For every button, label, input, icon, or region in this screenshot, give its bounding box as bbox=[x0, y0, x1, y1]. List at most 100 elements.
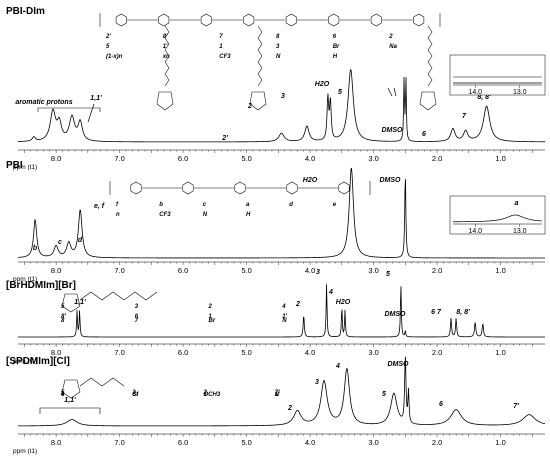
peak-annotation: 7 bbox=[462, 113, 467, 120]
x-tick-label: 4.0 bbox=[305, 266, 315, 275]
molecule-atom-label: 5 bbox=[61, 304, 65, 310]
x-tick-label: 7.0 bbox=[114, 266, 124, 275]
x-tick-label: 3.0 bbox=[368, 348, 378, 357]
peak-annotation: 2 bbox=[287, 405, 292, 412]
peak-annotation: 6 7 bbox=[431, 309, 442, 316]
peak-annotation: 2 bbox=[247, 103, 252, 110]
imidazolium-ring bbox=[419, 91, 437, 111]
inset-box bbox=[449, 195, 546, 235]
peak-annotation: 2' bbox=[221, 135, 228, 142]
molecule-atom-label: 6 bbox=[135, 314, 139, 320]
molecule-atom-label: 3 bbox=[135, 304, 139, 310]
x-tick-label: 8.0 bbox=[51, 348, 61, 357]
peak-annotation: 8, 8' bbox=[477, 94, 491, 101]
x-tick-label: 3.0 bbox=[368, 438, 378, 447]
inset-tick-label: 14.0 bbox=[468, 89, 482, 96]
spectrum-title: [BrHDMIm][Br] bbox=[6, 280, 76, 291]
molecule-atom-label: 1 bbox=[209, 314, 213, 320]
alkyl-chain bbox=[79, 291, 158, 301]
x-tick-label: 7.0 bbox=[114, 438, 124, 447]
x-tick-label: 4.0 bbox=[305, 348, 315, 357]
x-tick-label: 5.0 bbox=[241, 438, 251, 447]
x-tick-label: 6.0 bbox=[178, 438, 188, 447]
molecule-atom-label: 7 bbox=[135, 318, 139, 324]
molecule-atom-label: H bbox=[333, 54, 338, 60]
polymer-bracket bbox=[99, 13, 441, 27]
peak-annotation: 1,1' bbox=[64, 397, 76, 404]
spectrum-title: [SPDMIm][Cl] bbox=[6, 356, 70, 367]
molecule-atom-label: 2' bbox=[105, 34, 111, 40]
x-axis-label: ppm (t1) bbox=[13, 358, 37, 365]
x-tick-label: 8.0 bbox=[51, 438, 61, 447]
peak-annotation: H2O bbox=[303, 177, 318, 184]
x-tick-label: 3.0 bbox=[368, 266, 378, 275]
x-tick-label: 8.0 bbox=[51, 266, 61, 275]
x-tick-label: 6.0 bbox=[178, 348, 188, 357]
molecule-atom-label: 6 bbox=[61, 392, 65, 398]
x-axis-label: ppm (t1) bbox=[13, 164, 37, 171]
spectrum-title: PBI-DIm bbox=[6, 6, 45, 17]
molecule-atom-label: 8' bbox=[163, 34, 168, 40]
molecule-atom-label: c bbox=[203, 202, 207, 208]
molecule-atom-label: 1' bbox=[163, 44, 168, 50]
molecule-atom-label: 3 bbox=[132, 390, 136, 396]
molecule-atom-label: N bbox=[275, 392, 280, 398]
benzene-ring bbox=[328, 13, 340, 27]
molecule-atom-label: CF3 bbox=[219, 54, 231, 60]
x-tick-label: 5.0 bbox=[241, 348, 251, 357]
molecule-atom-label: CF3 bbox=[159, 212, 171, 218]
peak-annotation: 6 bbox=[422, 131, 426, 138]
molecule-atom-label: N bbox=[282, 318, 287, 324]
inset-trace bbox=[453, 214, 543, 223]
peak-annotation: 3 bbox=[315, 379, 319, 386]
peak-annotation: H2O bbox=[315, 81, 330, 88]
spectrum-panel-1: PBI-DIm 8.0 7.0 6.0 5.0 4.0 3.0 2.0 1.0 ppm (t1) a… bbox=[6, 6, 546, 171]
molecule-atom-label: 2 bbox=[208, 304, 213, 310]
x-axis-label: ppm (t1) bbox=[13, 448, 37, 455]
molecule-atom-label: 3 bbox=[276, 44, 280, 50]
spectrum-title: PBI bbox=[6, 160, 23, 171]
x-tick-label: 4.0 bbox=[305, 154, 315, 163]
molecule-atom-label: d bbox=[289, 202, 293, 208]
inset-tick-label: 14.0 bbox=[468, 228, 482, 235]
peak-annotation: H2O bbox=[336, 299, 351, 306]
peak-annotation: b bbox=[33, 245, 38, 252]
benzene-ring bbox=[130, 181, 142, 195]
benzene-ring bbox=[234, 181, 246, 195]
molecule-structure bbox=[109, 181, 371, 195]
peak-annotation: 6 bbox=[439, 401, 443, 408]
peak-annotation: 2 bbox=[295, 301, 300, 308]
x-axis-label: ppm (t1) bbox=[13, 276, 37, 283]
molecule-atom-label: b bbox=[159, 202, 163, 208]
molecule-atom-label: Cl bbox=[132, 392, 138, 398]
peak-annotation: DMSO bbox=[380, 177, 402, 184]
x-tick-label: 3.0 bbox=[368, 154, 378, 163]
benzene-ring bbox=[115, 13, 127, 27]
molecule-atom-label: (1-x)n bbox=[106, 54, 123, 60]
benzene-ring bbox=[286, 181, 298, 195]
molecule-atom-label: N bbox=[203, 212, 208, 218]
aromatic-bracket bbox=[39, 407, 101, 414]
peak-annotation: DMSO bbox=[382, 127, 404, 134]
molecule-atom-label: n bbox=[116, 212, 120, 218]
x-tick-label: 7.0 bbox=[114, 348, 124, 357]
peak-annotation: DMSO bbox=[388, 361, 410, 368]
peak-annotation: 5 bbox=[382, 391, 386, 398]
imidazolium-ring bbox=[249, 91, 267, 111]
peak-annotation: 3 bbox=[316, 269, 320, 276]
annotation-arrow bbox=[387, 87, 397, 97]
peak-annotation: 1,1' bbox=[74, 299, 86, 306]
annotation-arrow bbox=[87, 103, 95, 123]
peak-annotation: 3 bbox=[281, 93, 285, 100]
x-tick-label: 6.0 bbox=[178, 266, 188, 275]
molecule-atom-label: Na bbox=[389, 44, 397, 50]
imidazolium-ring bbox=[61, 379, 81, 399]
benzene-ring bbox=[285, 13, 297, 27]
polymer-bracket bbox=[109, 181, 371, 195]
spectrum-panel-4: [SPDMIm][Cl] 8.0 7.0 6.0 5.0 4.0 3.0 2.0 1.0 ppm … bbox=[6, 356, 546, 455]
molecule-structure bbox=[61, 377, 125, 399]
molecule-atom-label: 8 bbox=[276, 34, 280, 40]
molecule-atom-label: H bbox=[246, 212, 251, 218]
spectrum-trace bbox=[17, 167, 545, 259]
